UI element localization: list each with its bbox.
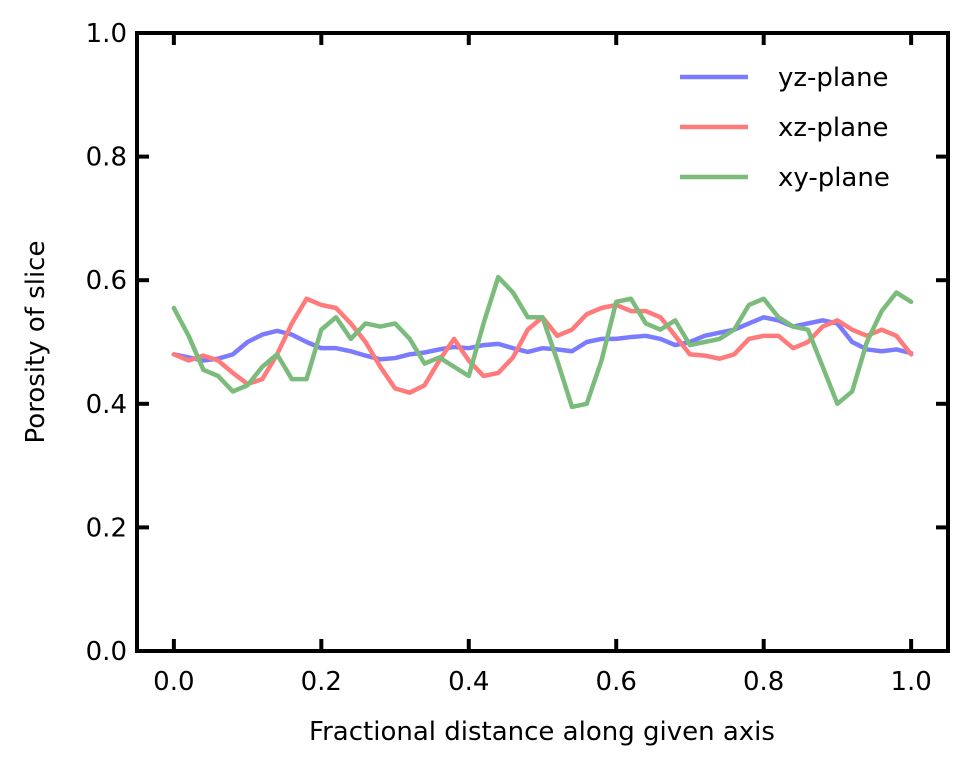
y-tick-label: 1.0 xyxy=(86,19,127,49)
series-line-xy-plane xyxy=(171,274,914,410)
x-tick-label: 1.0 xyxy=(890,667,931,697)
legend-label-xz-plane: xz-plane xyxy=(778,113,889,143)
legend-label-xy-plane: xy-plane xyxy=(778,163,890,193)
x-tick-label: 0.2 xyxy=(301,667,342,697)
x-tick-label: 0.0 xyxy=(153,667,194,697)
series-line-xz-plane xyxy=(171,296,914,395)
y-tick-label: 0.8 xyxy=(86,143,127,173)
x-tick-label: 0.8 xyxy=(743,667,784,697)
plot-frame xyxy=(135,31,950,653)
ticks-layer: 0.0 0.2 0.4 0.6 0.8 1.0 0.0 0.2 0.4 0.6 0.8 1.0 xyxy=(86,19,948,697)
series-layer xyxy=(171,274,914,410)
legend: yz-plane xz-plane xy-plane xyxy=(680,63,890,193)
y-tick-label: 0.2 xyxy=(86,513,127,543)
y-tick-label: 0.0 xyxy=(86,637,127,667)
y-tick-label: 0.6 xyxy=(86,266,127,296)
y-tick-label: 0.4 xyxy=(86,390,127,420)
legend-label-yz-plane: yz-plane xyxy=(778,63,889,93)
x-tick-label: 0.4 xyxy=(448,667,489,697)
x-axis-label: Fractional distance along given axis xyxy=(309,717,775,747)
y-axis-label: Porosity of slice xyxy=(21,241,51,444)
x-tick-label: 0.6 xyxy=(596,667,637,697)
